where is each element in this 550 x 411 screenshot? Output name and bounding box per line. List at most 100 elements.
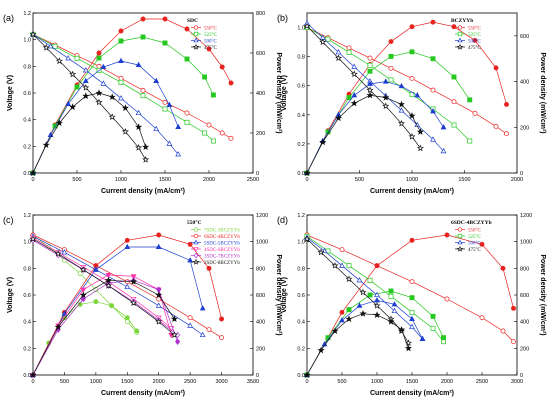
power-point	[430, 19, 436, 25]
legend-entry: 3SDC-7BCZYYb	[204, 255, 240, 260]
legend-marker	[193, 37, 199, 43]
x-axis: 0 500 1000 1500 2000	[305, 170, 523, 183]
x-tick-label: 3000	[215, 379, 227, 385]
voltage-point	[335, 49, 342, 55]
voltage-point	[95, 98, 103, 106]
power-point	[374, 263, 380, 269]
y-right-tick-label: 200	[256, 346, 265, 352]
power-point	[140, 34, 146, 40]
y-left-axis-title: Voltage (V)	[281, 75, 288, 111]
power-point	[80, 287, 87, 293]
x-tick-label: 1500	[458, 177, 470, 183]
y-axis-right: 0 200 400 600 800 1000 1200	[514, 213, 532, 379]
y-axis-right: 0 200 400 600 800	[250, 11, 265, 177]
legend-marker	[193, 233, 199, 239]
power-point	[130, 274, 137, 280]
y-left-tick-label: 0.2	[297, 142, 305, 148]
legend-marker	[193, 31, 199, 37]
power-point	[409, 295, 415, 301]
y-left-tick-label: 0.0	[297, 171, 305, 177]
x-tick-label: 1000	[406, 177, 418, 183]
voltage-point	[206, 122, 212, 128]
voltage-point	[118, 95, 124, 101]
series-1	[30, 232, 225, 378]
power-point	[118, 57, 124, 64]
power-point	[374, 297, 380, 303]
voltage-point	[219, 335, 225, 341]
x-tick-label: 1000	[115, 177, 127, 183]
power-point	[104, 276, 112, 284]
power-point	[140, 16, 146, 22]
legend-entry: 525°C	[468, 33, 481, 38]
power-point	[382, 78, 389, 84]
voltage-point	[367, 277, 373, 283]
power-line	[32, 60, 179, 174]
legend-marker	[457, 37, 463, 43]
panel-label: (b)	[277, 13, 288, 23]
voltage-point	[135, 109, 142, 116]
y-left-tick-label: 0.8	[297, 55, 305, 61]
legend-marker	[192, 43, 200, 50]
legend-marker	[456, 43, 464, 50]
voltage-point	[416, 144, 424, 152]
chart-panel-b: 0 500 1000 1500 2000 0.0 0.2 0.4 0.6 0.8 1.0 0 200 40…	[277, 12, 546, 195]
legend-marker	[193, 239, 199, 245]
y-left-axis-title: Voltage (V)	[7, 277, 14, 313]
series-0	[30, 16, 234, 176]
power-point	[388, 39, 394, 45]
power-point	[345, 315, 353, 323]
legend-title: SDC	[187, 18, 198, 24]
voltage-point	[467, 138, 473, 144]
y-left-tick-label: 0.0	[23, 373, 31, 379]
y-axis-left: 0.0 0.2 0.4 0.6 0.8 1.0 1.2	[297, 213, 310, 379]
y-right-tick-label: 600	[256, 293, 265, 299]
power-point	[228, 80, 234, 86]
power-point	[162, 16, 168, 22]
y-left-tick-label: 0.8	[23, 64, 31, 70]
x-tick-label: 1500	[121, 379, 133, 385]
power-point	[479, 241, 485, 247]
y-right-tick-label: 400	[256, 320, 265, 326]
voltage-point	[155, 317, 163, 325]
x-tick-label: 2500	[184, 379, 196, 385]
power-point	[317, 346, 325, 354]
y-left-tick-label: 1.2	[297, 213, 305, 219]
power-point	[170, 315, 178, 323]
voltage-point	[140, 87, 146, 93]
y-left-tick-label: 0.2	[23, 346, 31, 352]
voltage-point	[317, 248, 325, 256]
voltage-point	[170, 331, 178, 339]
legend-marker	[457, 25, 463, 30]
power-point	[109, 303, 115, 309]
voltage-point	[118, 79, 124, 85]
voltage-point	[350, 70, 358, 78]
power-point	[334, 114, 343, 122]
power-line	[306, 51, 471, 174]
power-point	[373, 311, 381, 319]
x-tick-label: 2000	[441, 379, 453, 385]
voltage-point	[397, 119, 406, 127]
series-3	[303, 235, 413, 379]
voltage-line	[32, 34, 146, 160]
x-axis-title: Current density (mA/cm²)	[101, 390, 185, 397]
legend-marker	[456, 245, 464, 252]
power-point	[184, 56, 190, 62]
legend-entry: 500°C	[204, 40, 217, 45]
legend-entry: 475°C	[468, 46, 481, 51]
y-left-tick-label: 0.8	[297, 266, 305, 272]
x-tick-label: 2000	[203, 177, 215, 183]
voltage-point	[303, 22, 311, 30]
voltage-point	[451, 122, 457, 128]
y-axis-left: 0.0 0.2 0.4 0.6 0.8 1.0	[297, 26, 310, 177]
power-point	[187, 257, 194, 263]
voltage-point	[61, 249, 68, 255]
power-point	[74, 84, 80, 90]
power-point	[166, 101, 173, 108]
voltage-point	[156, 296, 162, 302]
y-right-tick-label: 400	[520, 320, 529, 326]
y-right-tick-label: 0	[520, 373, 523, 379]
voltage-point	[130, 299, 138, 307]
voltage-point	[366, 86, 374, 94]
voltage-line	[306, 234, 514, 342]
